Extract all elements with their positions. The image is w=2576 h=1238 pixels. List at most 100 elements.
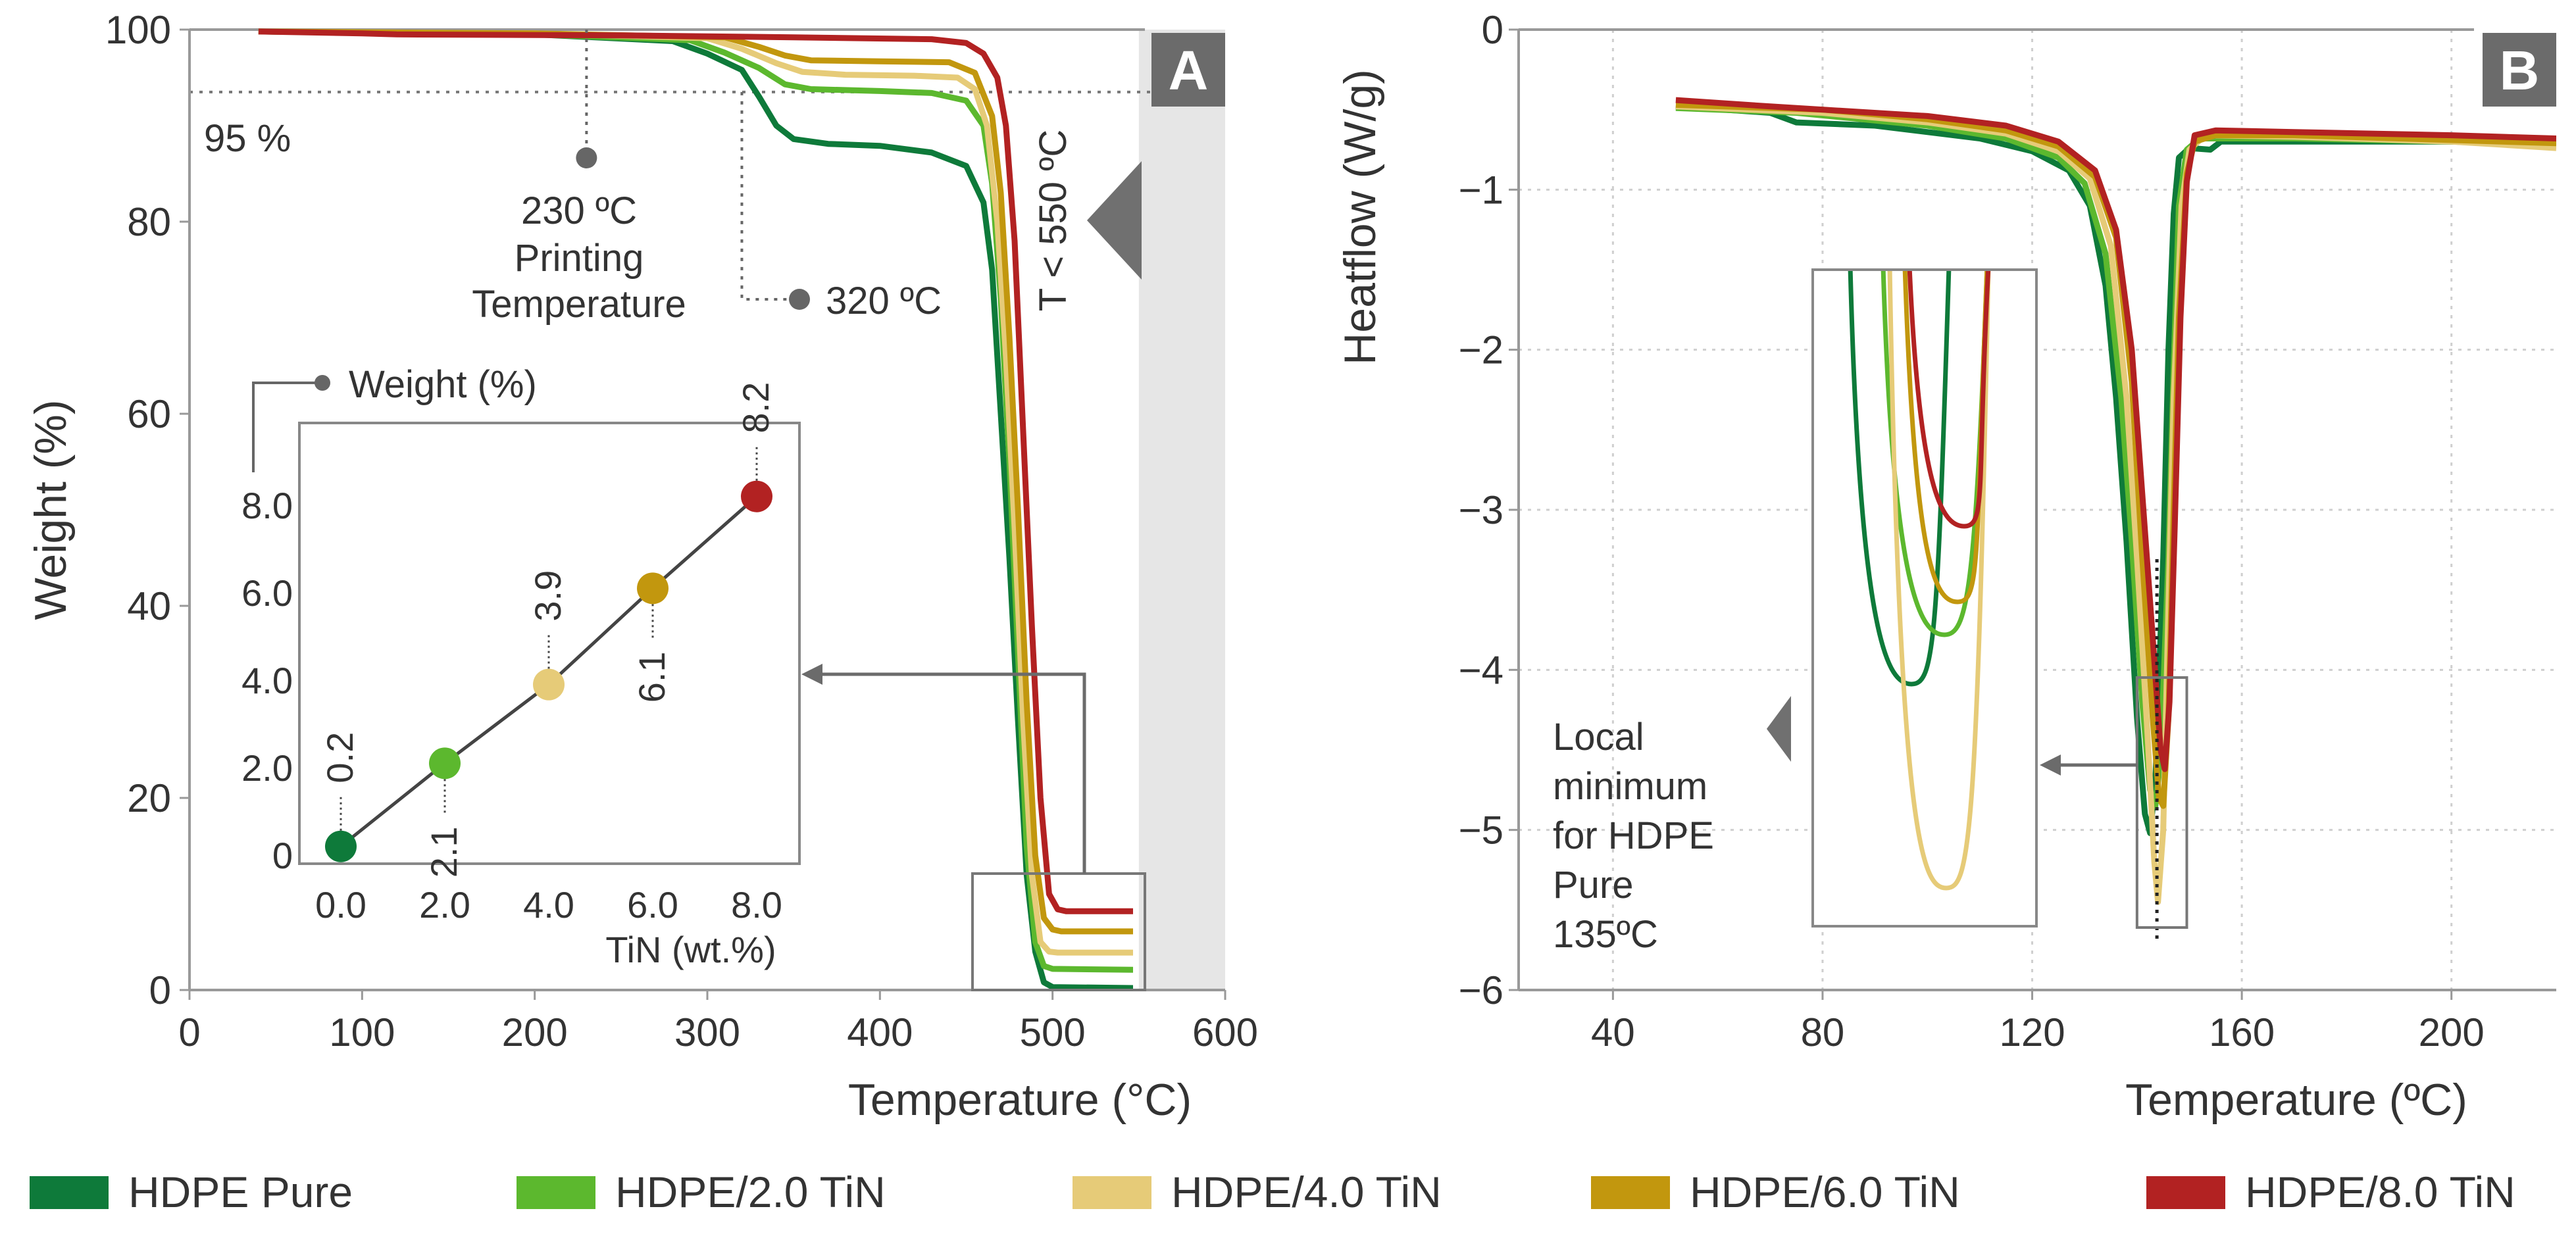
y-tick-label-80: 80 xyxy=(127,200,171,244)
series-line-hdpe-2-0-tin xyxy=(258,28,1133,973)
inset-point-label-3: 6.1 xyxy=(631,651,672,703)
inset-point-4 xyxy=(741,480,772,512)
inset-x-tick-0: 0.0 xyxy=(315,884,366,926)
inset-x-title: TiN (wt.%) xyxy=(605,929,776,970)
zoom-curve-hdpe-4-0-tin xyxy=(1887,271,1991,891)
local-min-triangle-icon xyxy=(1767,696,1791,762)
threshold-label: 95 % xyxy=(204,117,291,160)
y-tick-label-100: 100 xyxy=(105,8,171,52)
x-tick-label-b-160: 160 xyxy=(2209,1010,2275,1054)
x-axis-title-b: Temperature (ºC) xyxy=(2125,1075,2467,1125)
x-tick-label-500: 500 xyxy=(1020,1010,1086,1054)
inset-y-tick-4: 8.0 xyxy=(241,485,293,526)
inset-y-tick-2: 4.0 xyxy=(241,660,293,701)
y-tick-label-0: 0 xyxy=(149,968,171,1012)
inset-y-tick-1: 2.0 xyxy=(241,747,293,789)
inset-x-tick-4: 8.0 xyxy=(731,884,782,926)
inset-point-label-1: 2.1 xyxy=(423,826,465,878)
inset-point-1 xyxy=(429,747,461,780)
x-axis-title: Temperature (°C) xyxy=(848,1075,1192,1125)
y-tick-label-b-6: −6 xyxy=(1459,968,1503,1012)
triangle-marker-icon xyxy=(1087,161,1142,280)
inset-panel: Weight (%)02.04.06.08.00.0 2.0 4.0 6.0 8.0Ti… xyxy=(241,363,801,970)
series-line-hdpe-4-0-tin xyxy=(258,28,1133,956)
inset-x-tick-3: 6.0 xyxy=(627,884,678,926)
y-tick-label-b-1: −1 xyxy=(1459,168,1503,212)
series-line-hdpe-8-0-tin xyxy=(258,28,1133,914)
local-min-temp: 135ºC xyxy=(1553,913,1658,956)
x-tick-label-300: 300 xyxy=(674,1010,740,1054)
x-tick-label-b-80: 80 xyxy=(1801,1010,1845,1054)
onset-temp-dot xyxy=(789,289,810,310)
series-line-b-hdpe-8-0-tin xyxy=(1675,97,2556,772)
zoom-arrow-icon xyxy=(801,664,822,685)
x-tick-label-b-200: 200 xyxy=(2419,1010,2485,1054)
zoom-curve-hdpe-8-0-tin xyxy=(1907,271,1991,529)
legend-label-1: HDPE/2.0 TiN xyxy=(615,1168,886,1216)
zoom-connector-line xyxy=(816,672,1086,874)
inset-point-0 xyxy=(325,830,357,862)
peak-arrow-icon xyxy=(2040,755,2061,776)
local-min-line2: minimum xyxy=(1553,765,1707,808)
y-tick-label-60: 60 xyxy=(127,392,171,436)
legend-swatch-0 xyxy=(30,1176,109,1209)
y-tick-label-20: 20 xyxy=(127,776,171,820)
panel-a: 0 100 200 300 400 500 600 0 20 40 60 80 100 Temperatu… xyxy=(26,8,1258,1125)
panel-b-label: B xyxy=(2500,39,2540,101)
legend-label-2: HDPE/4.0 TiN xyxy=(1171,1168,1442,1216)
y-tick-label-b-3: −3 xyxy=(1459,488,1503,532)
series-line-b-hdpe-2-0-tin xyxy=(1675,105,2556,809)
panel-a-label: A xyxy=(1169,39,1209,101)
inset-point-label-2: 3.9 xyxy=(527,570,568,622)
legend-swatch-2 xyxy=(1073,1176,1151,1209)
inset-title-dot xyxy=(315,375,330,391)
series-line-b-hdpe-6-0-tin xyxy=(1675,101,2556,809)
y-tick-label-b-5: −5 xyxy=(1459,808,1503,853)
zoom-curve-hdpe-pure xyxy=(1848,271,1952,687)
legend-swatch-4 xyxy=(2146,1176,2225,1209)
series-group-b xyxy=(1675,97,2556,905)
y-axis-title-b: Heatflow (W/g) xyxy=(1335,69,1385,365)
legend: HDPE Pure HDPE/2.0 TiN HDPE/4.0 TiN HDPE/6.… xyxy=(30,1168,2515,1216)
x-tick-label-600: 600 xyxy=(1192,1010,1258,1054)
series-line-hdpe-pure xyxy=(258,28,1133,991)
shaded-region-above-550 xyxy=(1138,30,1225,990)
peak-zoom-box xyxy=(2135,676,2188,929)
inset-point-label-0: 0.2 xyxy=(319,732,361,783)
print-temp-line1: Printing xyxy=(515,237,644,280)
x-tick-label-b-40: 40 xyxy=(1591,1010,1635,1054)
inset-y-tick-3: 6.0 xyxy=(241,572,293,614)
inset-point-2 xyxy=(533,668,565,701)
legend-label-3: HDPE/6.0 TiN xyxy=(1690,1168,1960,1216)
legend-swatch-1 xyxy=(517,1176,595,1209)
y-axis-title: Weight (%) xyxy=(26,399,76,620)
local-min-line1: Local xyxy=(1553,716,1644,758)
peak-zoom-inset-frame xyxy=(1811,268,2038,928)
print-temp-dot xyxy=(576,147,597,168)
peak-zoom-curves xyxy=(1848,271,1991,891)
onset-temp-label: 320 ºC xyxy=(826,280,942,322)
series-line-b-hdpe-pure xyxy=(1675,103,2556,836)
legend-swatch-3 xyxy=(1591,1176,1670,1209)
series-group xyxy=(258,28,1133,991)
print-temp-value: 230 ºC xyxy=(521,189,637,232)
x-tick-label-b-120: 120 xyxy=(1999,1010,2065,1054)
x-tick-label-100: 100 xyxy=(329,1010,395,1054)
inset-x-tick-1: 2.0 xyxy=(419,884,470,926)
onset-temp-line xyxy=(740,91,799,301)
inset-y-tick-0: 0 xyxy=(272,835,293,876)
y-tick-label-b-4: −4 xyxy=(1459,648,1503,692)
inset-point-label-4: 8.2 xyxy=(735,382,776,433)
panel-b: 40 80 120 160 200 0 −1 −2 −3 −4 −5 −6 Temperature (º… xyxy=(1335,8,2556,1125)
x-tick-label-200: 200 xyxy=(502,1010,568,1054)
y-tick-label-40: 40 xyxy=(127,584,171,628)
inset-title: Weight (%) xyxy=(349,363,537,406)
y-tick-label-b-2: −2 xyxy=(1459,328,1503,372)
cutoff-label: T < 550 ºC xyxy=(1032,130,1074,311)
series-line-hdpe-6-0-tin xyxy=(258,28,1133,935)
local-min-line4: Pure xyxy=(1553,864,1634,906)
inset-x-tick-2: 4.0 xyxy=(523,884,574,926)
panel-a-badge xyxy=(1151,33,1225,107)
